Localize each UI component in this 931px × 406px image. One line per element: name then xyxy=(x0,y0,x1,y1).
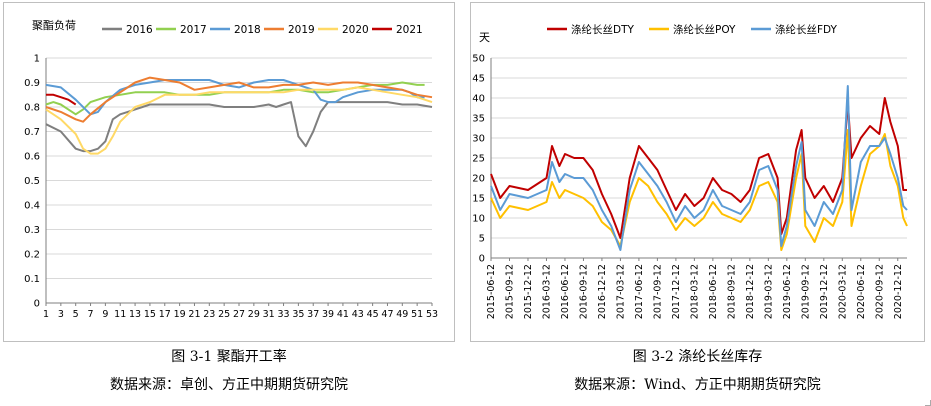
left-chart-legend-label: 2016 xyxy=(126,24,153,36)
chart-svg-right: 0 5 10 15 20 25 30 35 40 45 50 2015-06-12 2015-09-12… xyxy=(472,23,908,319)
right-chart-legend-label: 涤纶长丝DTY xyxy=(571,23,634,36)
left-chart-x-tick-label: 41 xyxy=(337,309,349,320)
left-chart-y-tick-label: 0 xyxy=(34,299,40,310)
right-chart-x-tick-label: 2018-12-12 xyxy=(745,264,756,319)
right-chart-y-tick-label: 35 xyxy=(472,114,485,125)
right-chart-x-tick-label: 2019-09-12 xyxy=(800,264,811,319)
left-chart-x-tick-label: 35 xyxy=(292,309,304,320)
right-chart-y-tick-label: 25 xyxy=(472,154,485,165)
right-chart-x-tick-label: 2017-06-12 xyxy=(634,264,645,319)
right-chart-x-tick-label: 2019-12-12 xyxy=(819,264,830,319)
left-chart-x-tick-label: 5 xyxy=(73,309,79,320)
right-chart-x-tick-label: 2020-03-12 xyxy=(837,264,848,319)
left-chart-x-tick-label: 29 xyxy=(248,309,260,320)
left-chart-legend-label: 2021 xyxy=(396,24,423,36)
left-chart-x-tick-label: 13 xyxy=(129,309,141,320)
left-chart-legend-label: 2018 xyxy=(234,24,261,36)
left-chart-y-tick-label: 0.9 xyxy=(24,78,40,89)
right-chart-x-tick-label: 2019-06-12 xyxy=(782,264,793,319)
right-chart-x-tick-label: 2017-09-12 xyxy=(652,264,663,319)
left-chart-x-tick-label: 19 xyxy=(174,309,186,320)
left-chart-legend-label: 2020 xyxy=(342,24,369,36)
right-chart-x-tick-label: 2020-12-12 xyxy=(893,264,904,319)
right-chart-x-tick-label: 2017-03-12 xyxy=(615,264,626,319)
left-chart-x-tick-label: 23 xyxy=(203,309,215,320)
left-chart-y-axis-label: 聚酯负荷 xyxy=(32,18,76,32)
left-chart-series-line-4 xyxy=(45,86,433,155)
left-chart-x-tick-label: 47 xyxy=(381,309,393,320)
right-chart-series-line-2 xyxy=(490,85,908,251)
right-chart-y-tick-label: 50 xyxy=(472,54,485,65)
left-chart-y-tick-label: 0.7 xyxy=(24,127,40,138)
right-chart-y-tick-label: 10 xyxy=(472,214,485,225)
right-chart-y-tick-label: 5 xyxy=(479,234,485,245)
left-chart-series-line-5 xyxy=(46,93,77,106)
left-chart-x-tick-label: 39 xyxy=(322,309,334,320)
left-chart-y-tick-label: 0.8 xyxy=(24,103,40,114)
figure-source-left: 数据来源：卓创、方正中期期货研究院 xyxy=(110,377,348,393)
right-chart-x-tick-label: 2016-06-12 xyxy=(560,264,571,319)
right-chart-x-tick-label: 2016-03-12 xyxy=(541,264,552,319)
left-chart-y-tick-label: 0.5 xyxy=(24,176,40,187)
right-chart-x-tick-label: 2019-03-12 xyxy=(763,264,774,319)
left-chart-y-tick-label: 0.6 xyxy=(24,152,40,163)
figure-caption-left: 图 3-1 聚酯开工率 xyxy=(171,349,287,365)
left-chart-x-tick-label: 27 xyxy=(233,309,245,320)
figure-source-right: 数据来源：Wind、方正中期期货研究院 xyxy=(574,377,821,393)
left-chart-x-tick-label: 17 xyxy=(159,309,171,320)
left-chart-legend-label: 2019 xyxy=(288,24,315,36)
right-chart-x-tick-label: 2018-06-12 xyxy=(708,264,719,319)
right-chart-legend-label: 涤纶长丝POY xyxy=(673,23,736,36)
left-chart-x-tick-label: 37 xyxy=(307,309,319,320)
right-chart-series-line-0 xyxy=(490,97,907,239)
left-chart-x-tick-label: 11 xyxy=(114,309,126,320)
right-chart-y-tick-label: 45 xyxy=(472,74,485,85)
left-chart-x-tick-label: 1 xyxy=(43,309,49,320)
right-chart-y-tick-label: 0 xyxy=(479,254,485,265)
left-chart-x-tick-label: 7 xyxy=(88,309,94,320)
left-chart-x-tick-label: 15 xyxy=(144,309,156,320)
right-chart-y-tick-label: 20 xyxy=(472,174,485,185)
left-chart-x-tick-label: 51 xyxy=(411,309,423,320)
right-chart-x-tick-label: 2015-09-12 xyxy=(504,264,515,319)
left-chart-x-tick-label: 9 xyxy=(102,309,108,320)
left-chart-x-tick-label: 53 xyxy=(426,309,438,320)
right-chart-x-tick-label: 2018-03-12 xyxy=(689,264,700,319)
left-chart-x-tick-label: 21 xyxy=(188,309,200,320)
right-chart-x-tick-label: 2015-12-12 xyxy=(523,264,534,319)
right-chart-y-axis-label: 天 xyxy=(479,31,490,44)
left-chart-legend-label: 2017 xyxy=(180,24,207,36)
left-chart-x-tick-label: 25 xyxy=(218,309,230,320)
right-chart-legend-label: 涤纶长丝FDY xyxy=(775,23,838,36)
left-chart-series-line-0 xyxy=(45,101,433,153)
corner-mark xyxy=(925,400,931,406)
right-chart-x-tick-label: 2017-12-12 xyxy=(671,264,682,319)
chart-panel-right: 0 5 10 15 20 25 30 35 40 45 50 2015-06-12 2015-09-12… xyxy=(470,2,925,342)
left-chart-series-line-3 xyxy=(45,76,433,123)
right-chart-y-tick-label: 40 xyxy=(472,94,485,105)
left-chart-y-tick-label: 0.1 xyxy=(24,274,40,285)
left-chart-x-tick-label: 31 xyxy=(263,309,275,320)
chart-panel-left: 0 0.1 0.2 0.3 0.4 0.5 0.6 0.7 0.8 0.9 1 1 3 5 7 9 11 13 15… xyxy=(3,2,455,342)
left-chart-y-tick-label: 0.3 xyxy=(24,225,40,236)
left-chart-x-tick-label: 45 xyxy=(367,309,379,320)
right-chart-x-tick-label: 2018-09-12 xyxy=(726,264,737,319)
chart-svg-left: 00.10.20.30.40.50.60.70.80.911 3 5 7 9 11 13 15… xyxy=(24,18,438,320)
figure-caption-right: 图 3-2 涤纶长丝库存 xyxy=(632,349,763,365)
left-chart-x-tick-label: 49 xyxy=(396,309,408,320)
left-chart-y-tick-label: 0.2 xyxy=(24,250,40,261)
right-chart-y-tick-label: 15 xyxy=(472,194,485,205)
right-chart-x-tick-label: 2016-09-12 xyxy=(578,264,589,319)
left-chart-y-tick-label: 0.4 xyxy=(24,201,40,212)
left-chart-y-tick-label: 1 xyxy=(34,54,40,65)
left-chart-x-tick-label: 33 xyxy=(277,309,289,320)
right-chart-x-tick-label: 2020-06-12 xyxy=(856,264,867,319)
left-chart-x-tick-label: 3 xyxy=(58,309,64,320)
left-chart-x-tick-label: 43 xyxy=(352,309,364,320)
right-chart-x-tick-label: 2016-12-12 xyxy=(597,264,608,319)
right-chart-y-tick-label: 30 xyxy=(472,134,485,145)
right-chart-x-tick-label: 2020-09-12 xyxy=(874,264,885,319)
right-chart-x-tick-label: 2015-06-12 xyxy=(486,264,497,319)
